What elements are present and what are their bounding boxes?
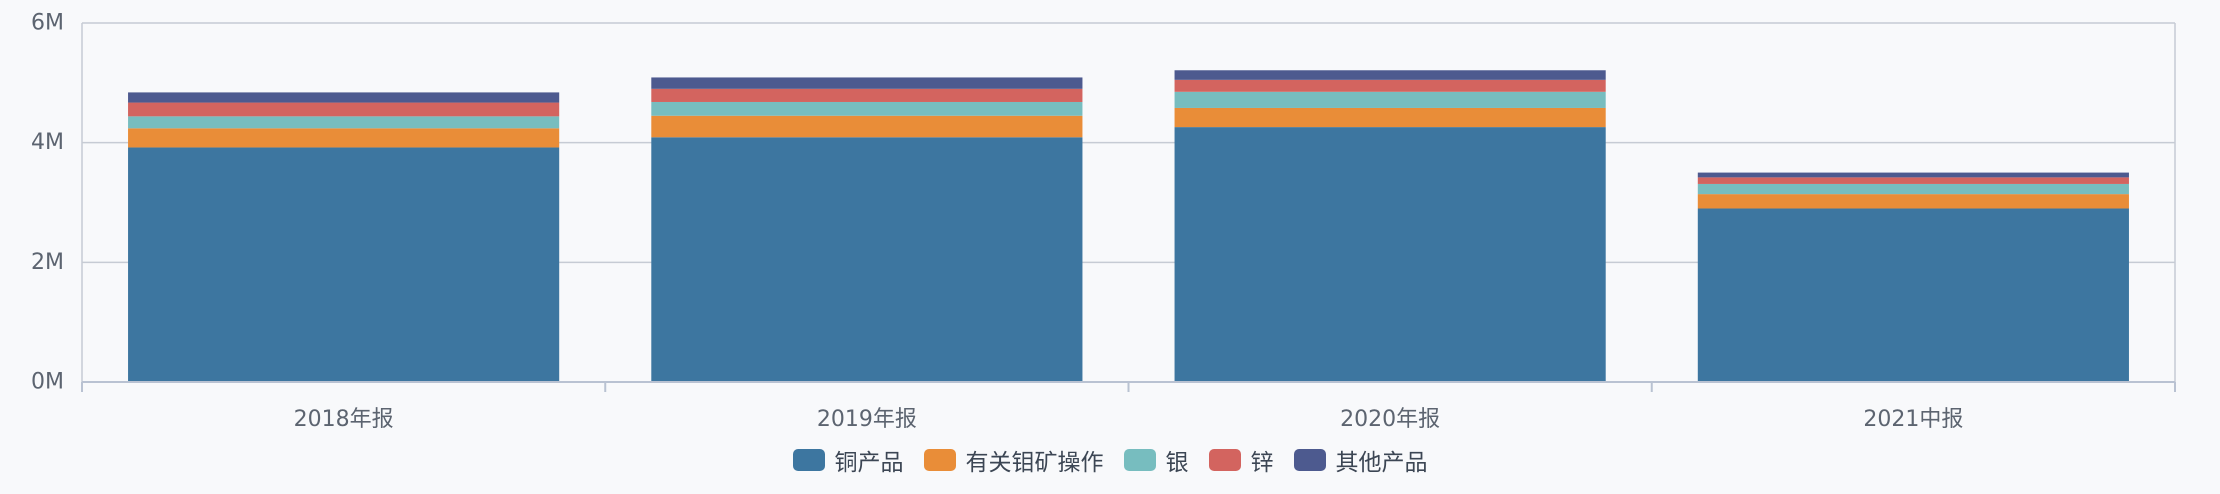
legend-item-1[interactable]: 铜产品 [792, 443, 904, 477]
bar-segment-4-4 [1697, 177, 2129, 184]
legend-swatch [923, 449, 956, 471]
legend-item-4[interactable]: 锌 [1208, 443, 1274, 477]
legend-swatch [1208, 449, 1241, 471]
y-tick-label: 6M [31, 11, 64, 36]
x-tick-label: 2020年报 [1340, 407, 1440, 432]
legend-label: 锌 [1250, 450, 1274, 476]
bar-segment-4-2 [651, 88, 1083, 102]
bar-segment-1-3 [1174, 127, 1606, 382]
bars [128, 70, 2129, 382]
legend-label: 银 [1165, 450, 1189, 476]
bar-segment-3-3 [1174, 91, 1606, 108]
bar-segment-5-2 [651, 77, 1083, 89]
bar-segment-5-4 [1697, 172, 2129, 178]
bar-segment-3-1 [128, 116, 560, 129]
bar-segment-3-4 [1697, 183, 2129, 195]
y-tick-label: 2M [31, 250, 64, 275]
bar-segment-5-1 [128, 92, 560, 103]
legend-label: 铜产品 [834, 450, 904, 476]
x-tick-label: 2018年报 [294, 407, 394, 432]
legend-label: 有关钼矿操作 [965, 450, 1104, 476]
x-axis-tick-labels: 2018年报 2019年报 2020年报 2021中报 [294, 407, 1964, 432]
x-tick-label: 2019年报 [817, 407, 917, 432]
legend-label: 其他产品 [1335, 450, 1428, 476]
bar-segment-4-3 [1174, 79, 1606, 92]
x-tick-label: 2021中报 [1863, 407, 1963, 432]
legend: 铜产品 有关钼矿操作 银 锌 其他产品 [0, 440, 2220, 480]
bar-segment-5-3 [1174, 70, 1606, 80]
bar-segment-2-3 [1174, 107, 1606, 128]
y-tick-label: 4M [31, 130, 64, 155]
bar-segment-2-4 [1697, 194, 2129, 209]
bar-segment-1-1 [128, 147, 560, 382]
y-tick-label: 0M [31, 370, 64, 395]
legend-swatch [1293, 449, 1326, 471]
bar-segment-4-1 [128, 102, 560, 117]
legend-swatch [792, 449, 825, 471]
bar-segment-1-4 [1697, 208, 2129, 382]
x-axis [81, 381, 2176, 392]
legend-item-3[interactable]: 银 [1123, 443, 1189, 477]
y-axis-tick-labels: 0M 2M 4M 6M [31, 11, 64, 395]
bar-segment-2-1 [128, 128, 560, 148]
stacked-bar-chart: 0M 2M 4M 6M 2018年报 2019年报 2020年报 2021中报 [31, 11, 2176, 432]
legend-item-5[interactable]: 其他产品 [1293, 443, 1428, 477]
bar-segment-1-2 [651, 137, 1083, 382]
bar-segment-2-2 [651, 115, 1083, 138]
bar-segment-3-2 [651, 101, 1083, 116]
legend-item-2[interactable]: 有关钼矿操作 [923, 443, 1104, 477]
legend-swatch [1123, 449, 1156, 471]
